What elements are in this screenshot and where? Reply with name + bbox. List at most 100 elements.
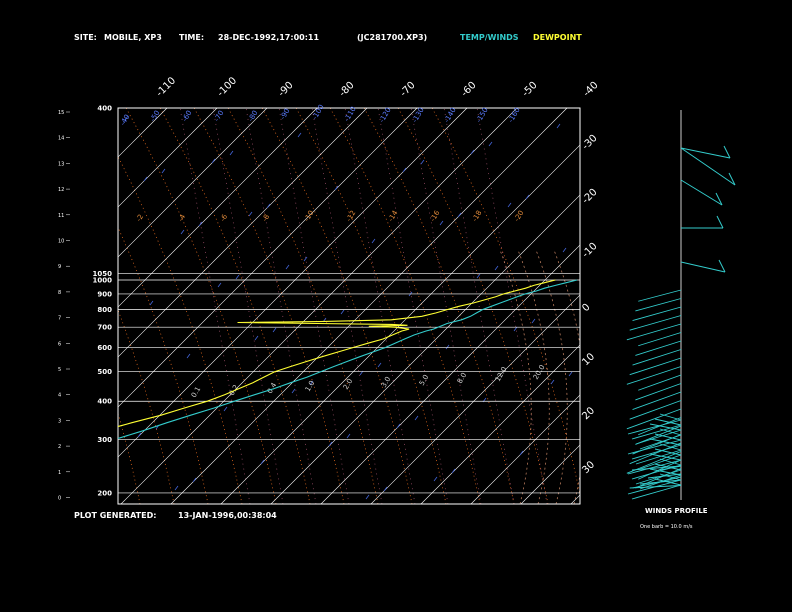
isotherm-line [220,144,580,504]
theta-tick [556,123,561,129]
theta-tick [309,380,314,386]
theta-label: -130 [411,106,426,124]
isotherm-line [170,108,568,504]
pressure-label: 1000 [93,277,113,285]
theta-tick [303,256,308,262]
theta-tick [476,273,481,279]
theta-tick [488,141,493,147]
wind-barb [639,479,682,485]
mixing-ratio-line [278,108,350,504]
height-tick-label: 1 [58,470,61,476]
right-isotherm-label: 10 [580,351,597,368]
theta-label: -40 [119,113,132,127]
mixing-ratio-line [179,108,251,504]
site-label: SITE: [74,33,97,42]
top-isotherm-label: -50 [520,80,539,99]
pressure-label: 800 [97,306,112,314]
height-tick-label: 12 [58,187,64,193]
wind-barb [635,429,682,445]
theta-tick [254,335,259,341]
wind-barb [631,424,682,440]
theta-tick [266,203,271,209]
theta-tick [396,423,401,429]
wind-barb [629,315,682,331]
wind-barb [629,400,682,420]
top-isotherm-label: -90 [276,80,295,99]
wind-barb [632,306,682,321]
isotherm-line [370,294,580,504]
pressure-label: 500 [97,368,112,376]
dry-adiabat-line [118,156,243,504]
height-tick-label: 8 [58,290,61,296]
winds-title: WINDS PROFILE [645,507,708,515]
isotherm-line [0,108,67,504]
theta-tick [568,371,573,377]
dry-adiabat-line [363,108,515,504]
theta-tick [519,450,524,456]
wind-barb-flag [659,428,682,436]
theta-tick [433,476,438,482]
mixing-ratio-label: 5.0 [418,373,430,387]
dry-adiabat-line [397,108,549,504]
wind-barb-flag [716,215,724,229]
winds-profile [626,110,736,500]
theta-tick [346,433,351,439]
isotherm-line [118,108,268,258]
wind-barb-flag [718,259,726,273]
height-tick-label: 3 [58,418,61,424]
theta-tick [260,459,265,465]
dewpoint-legend: DEWPOINT [533,33,582,42]
moist-adiabat-line [517,249,550,504]
height-tick-label: 10 [58,239,64,245]
wind-barb-flag [649,468,682,476]
mixing-ratio-line [443,108,515,504]
theta-tick [340,309,345,315]
isotherm-line [320,244,580,504]
site-value: MOBILE, XP3 [104,33,162,42]
theta-tick [291,388,296,394]
wind-barb [627,419,682,435]
winds-note: One barb = 10.0 m/s [640,524,693,530]
wind-barb [639,434,682,450]
height-tick-label: 15 [58,110,64,116]
top-isotherm-label: -60 [459,80,478,99]
wind-barb [631,484,682,500]
mixing-ratio-line [212,108,284,504]
theta-tick [371,238,376,244]
theta-e-label: -12 [345,209,358,223]
height-tick-label: 13 [58,161,64,167]
generated-value: 13-JAN-1996,00:38:04 [178,511,277,520]
theta-tick [174,485,179,491]
isotherm-line [470,394,580,504]
dry-adiabat-line [295,108,447,504]
theta-tick [143,176,148,182]
theta-tick [223,406,228,412]
mixing-ratio-label: 12.0 [494,365,509,383]
mixing-ratio-label: 2.0 [342,377,354,391]
theta-tick [365,494,370,500]
wind-barb [632,391,682,410]
top-isotherm-label: -100 [215,75,239,99]
dry-adiabat-line [193,108,345,504]
mixing-ratio-label: 8.0 [456,371,468,385]
mixing-ratio-line [377,108,449,504]
pressure-label: 900 [97,290,112,298]
isotherm-line [118,108,468,458]
wind-barb-flag [649,423,682,431]
theta-tick [334,185,339,191]
wind-barb-flag [649,453,682,461]
moist-adiabat-line [535,249,568,504]
theta-tick [402,167,407,173]
height-tick-label: 6 [58,341,61,347]
mixing-ratio-label: 20.0 [532,363,547,381]
theta-tick [420,159,425,165]
right-isotherm-label: 30 [580,459,597,476]
pressure-label: 1050 [93,270,113,278]
theta-label: -150 [475,106,490,124]
theta-tick [414,415,419,421]
pressure-label: 400 [97,398,112,406]
pressure-label: 300 [97,436,112,444]
wind-barb [635,468,682,489]
isotherm-line [118,108,318,308]
right-isotherm-label: 20 [580,405,597,422]
